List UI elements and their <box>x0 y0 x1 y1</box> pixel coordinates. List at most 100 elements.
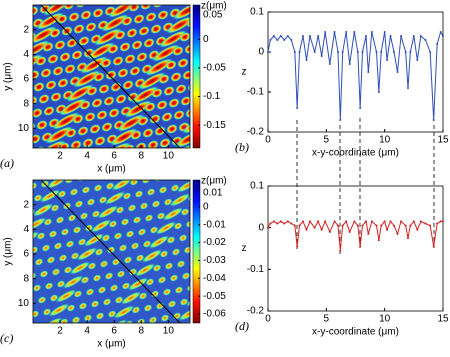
data-point <box>416 228 419 231</box>
spot <box>79 212 89 220</box>
spot <box>33 6 39 16</box>
spot <box>52 66 64 76</box>
spot <box>0 48 7 62</box>
data-point <box>298 224 301 227</box>
spot <box>22 168 34 179</box>
spot <box>45 80 57 90</box>
spot <box>101 122 113 132</box>
spot <box>166 124 178 134</box>
data-point <box>296 107 299 109</box>
spot <box>6 222 18 233</box>
spot <box>0 22 9 36</box>
data-point <box>432 245 435 248</box>
spot <box>185 108 190 118</box>
spot <box>188 148 214 167</box>
spot <box>166 236 176 244</box>
spot <box>75 246 99 262</box>
spot <box>74 200 84 208</box>
spot <box>0 170 5 189</box>
colorbar-tick-label: -0.1 <box>203 91 221 102</box>
spot <box>66 304 76 312</box>
data-point <box>345 220 348 223</box>
data-point <box>407 237 409 240</box>
spot <box>211 140 226 154</box>
x-tick-label: 15 <box>437 135 449 146</box>
spot <box>21 258 33 269</box>
spot <box>237 222 249 233</box>
y-tick-label: 8 <box>23 98 29 109</box>
spot <box>186 18 190 28</box>
colorbar-tick-label: -0.03 <box>203 255 226 266</box>
data-point <box>328 230 331 233</box>
spot <box>238 286 250 297</box>
spot <box>246 70 261 84</box>
spot <box>177 306 190 322</box>
data-point <box>436 222 439 225</box>
spot <box>50 92 62 102</box>
spot <box>55 166 70 180</box>
spot <box>51 112 81 130</box>
colorbar-tick-label: -0.05 <box>203 291 226 302</box>
spot <box>123 146 149 165</box>
spot <box>49 28 61 38</box>
spot <box>120 218 130 226</box>
spot <box>165 60 177 70</box>
spot <box>180 96 190 106</box>
spot <box>38 188 62 204</box>
data-point <box>386 228 388 231</box>
spot <box>3 184 15 195</box>
spot <box>96 110 108 120</box>
spot <box>137 72 167 90</box>
spot <box>86 42 116 60</box>
x-tick-label: 8 <box>138 326 144 337</box>
spot <box>129 66 141 76</box>
spot <box>138 292 148 300</box>
data-point <box>396 71 399 73</box>
spot <box>71 50 83 60</box>
spot <box>33 182 38 190</box>
data-point <box>377 91 380 93</box>
x-tick-label: 10 <box>163 326 175 337</box>
spot <box>115 206 125 214</box>
spot <box>174 130 190 148</box>
data-point <box>377 239 380 242</box>
spot <box>0 186 3 197</box>
data-point <box>302 35 304 37</box>
data-point <box>269 39 272 41</box>
spot <box>65 84 95 102</box>
spot <box>110 0 125 4</box>
spot <box>80 10 92 20</box>
spot <box>81 186 91 194</box>
spot <box>137 116 149 126</box>
y-tick-label: -0.2 <box>247 306 265 317</box>
spot <box>33 40 51 58</box>
spot <box>69 188 79 196</box>
data-point <box>409 224 412 227</box>
y-tick-label: 10 <box>18 123 30 134</box>
spot <box>146 188 156 196</box>
y-tick-label: -0.1 <box>247 87 265 98</box>
spot <box>100 58 112 68</box>
data-point <box>293 224 296 227</box>
data-point <box>267 226 269 229</box>
spot <box>45 180 69 190</box>
spot <box>89 218 113 234</box>
spot <box>59 318 69 323</box>
spot <box>177 58 189 68</box>
x-tick-label: 0 <box>265 314 271 325</box>
spot <box>59 52 71 62</box>
spot <box>72 226 82 234</box>
spot <box>157 276 167 284</box>
spot <box>58 142 70 148</box>
spot <box>83 314 93 322</box>
data-point <box>267 51 269 53</box>
spot <box>48 0 80 5</box>
data-point <box>416 59 419 61</box>
spot <box>79 162 94 176</box>
y-axis-label: y (μm) <box>3 62 14 91</box>
spot <box>107 5 137 18</box>
spot <box>103 190 127 206</box>
spot <box>232 98 247 112</box>
spot <box>9 0 24 8</box>
x-tick-label: 6 <box>111 151 117 162</box>
